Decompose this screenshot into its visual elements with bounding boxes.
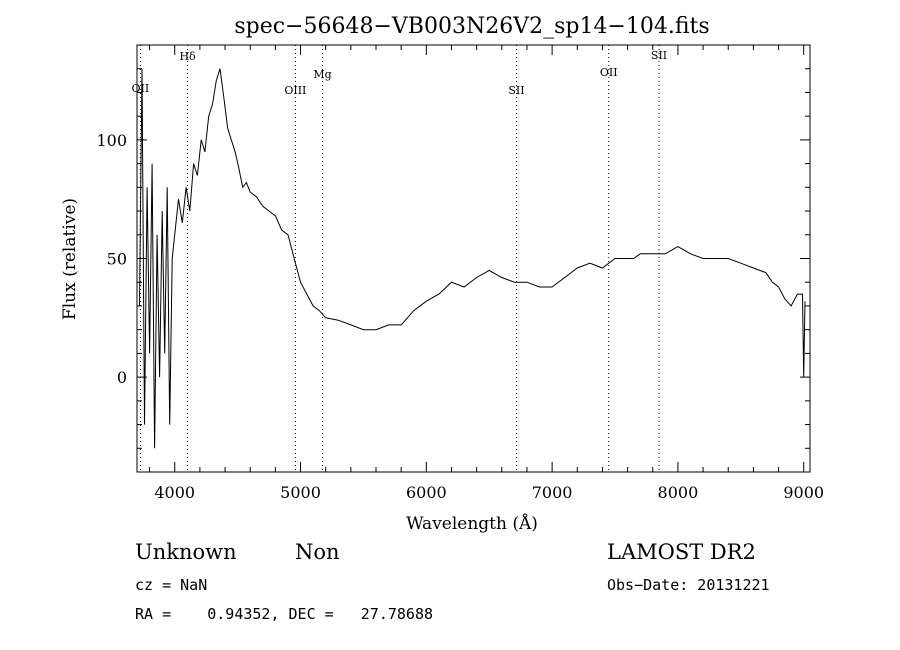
spectral-line-label: OII — [132, 82, 150, 95]
object-class: Unknown — [135, 540, 237, 564]
spectral-line-label: Hδ — [179, 50, 196, 63]
obs-date: Obs−Date: 20131221 — [607, 576, 770, 594]
y-axis-ticks: 0 50 100 — [96, 44, 810, 473]
y-tick-label: 100 — [96, 131, 127, 150]
y-tick-label: 0 — [117, 368, 127, 387]
x-axis-label: Wavelength (Å) — [406, 513, 538, 534]
y-axis-label: Flux (relative) — [60, 198, 80, 320]
spectral-line-label: Mg — [313, 68, 331, 81]
y-tick-label: 50 — [107, 250, 127, 269]
spectral-line-labels: OII Hδ OIII Mg SII OII SII — [132, 49, 668, 97]
object-subclass: Non — [295, 540, 340, 564]
x-tick-label: 7000 — [532, 483, 573, 502]
survey-name: LAMOST DR2 — [607, 540, 756, 564]
coordinates: RA = 0.94352, DEC = 27.78688 — [135, 605, 434, 623]
x-tick-label: 9000 — [783, 483, 824, 502]
spectral-line-label: SII — [651, 49, 667, 62]
x-axis-ticks: 4000 5000 6000 7000 8000 9000 — [149, 45, 824, 502]
x-tick-label: 6000 — [406, 483, 447, 502]
x-tick-label: 4000 — [154, 483, 195, 502]
flux-series-line — [139, 68, 806, 449]
spectral-line-label: OIII — [284, 84, 306, 97]
x-tick-label: 8000 — [658, 483, 699, 502]
spectral-line-label: SII — [508, 84, 524, 97]
redshift-cz: cz = NaN — [135, 576, 208, 594]
spectral-line-label: OII — [600, 66, 618, 79]
x-tick-label: 5000 — [280, 483, 321, 502]
spectral-line-markers — [139, 45, 660, 472]
chart-title: spec−56648−VB003N26V2_sp14−104.fits — [234, 14, 709, 39]
